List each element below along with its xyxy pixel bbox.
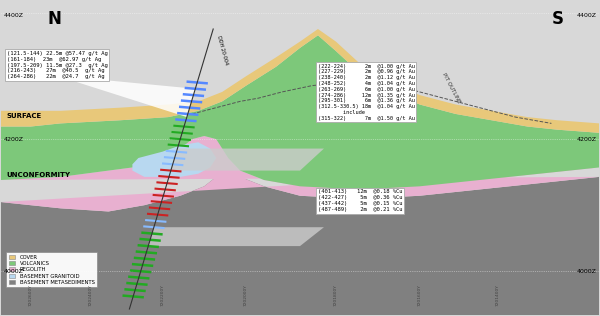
Text: 4400Z: 4400Z <box>577 13 596 18</box>
Text: 7202200Y: 7202200Y <box>160 284 164 306</box>
Text: 7201400Y: 7201400Y <box>496 284 500 306</box>
Text: SURFACE: SURFACE <box>7 112 42 118</box>
Polygon shape <box>171 149 324 171</box>
Text: 7202600Y: 7202600Y <box>29 284 32 306</box>
Text: N: N <box>47 10 62 28</box>
Text: 7201800Y: 7201800Y <box>334 284 338 306</box>
Polygon shape <box>1 171 599 315</box>
Text: DDH 20-004: DDH 20-004 <box>216 35 229 66</box>
Text: 7202400Y: 7202400Y <box>88 284 92 306</box>
Text: 4000Z: 4000Z <box>4 269 23 274</box>
Polygon shape <box>1 29 599 133</box>
Text: 4200Z: 4200Z <box>4 137 23 142</box>
Text: 4000Z: 4000Z <box>577 269 596 274</box>
Text: (121.5-144) 22.5m @57.47 g/t Ag
(161-184)  23m  @62.97 g/t Ag
(197.5-209) 11.5m : (121.5-144) 22.5m @57.47 g/t Ag (161-184… <box>7 51 107 79</box>
Polygon shape <box>1 35 599 190</box>
Text: UNCONFORMITY: UNCONFORMITY <box>7 172 71 178</box>
Text: 4200Z: 4200Z <box>577 137 596 142</box>
Polygon shape <box>31 73 196 117</box>
Polygon shape <box>1 136 599 211</box>
Text: 7202000Y: 7202000Y <box>244 284 248 306</box>
Text: 4400Z: 4400Z <box>4 13 23 18</box>
Polygon shape <box>148 227 324 246</box>
Polygon shape <box>133 142 216 177</box>
Text: 7201600Y: 7201600Y <box>418 284 422 306</box>
Text: S: S <box>551 10 563 28</box>
Legend: COVER, VOLCANICS, REGOLITH, BASEMENT GRANITOID, BASEMENT METASEDIMENTS: COVER, VOLCANICS, REGOLITH, BASEMENT GRA… <box>7 252 97 288</box>
Text: (401-413)   12m  @0.18 %Cu
(422-427)    5m  @0.36 %Cu
(437-442)    5m  @0.15 %Cu: (401-413) 12m @0.18 %Cu (422-427) 5m @0.… <box>318 190 403 212</box>
Text: (222-224)      2m  @1.00 g/t Au
(227-229)      2m  @0.96 g/t Au
(238-240)      2: (222-224) 2m @1.00 g/t Au (227-229) 2m @… <box>318 64 415 121</box>
Text: PIT OUTLINE: PIT OUTLINE <box>440 72 461 104</box>
